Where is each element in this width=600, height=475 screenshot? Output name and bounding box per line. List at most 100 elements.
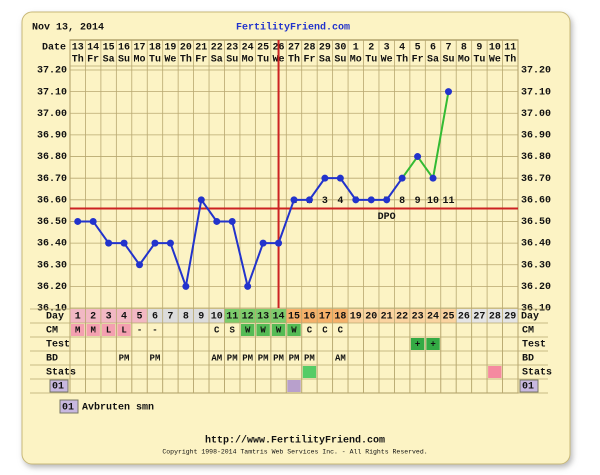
date-tick-label: 22 <box>211 43 223 54</box>
chart-date: Nov 13, 2014 <box>32 23 104 34</box>
temperature-point <box>429 174 437 182</box>
day-number: 16 <box>303 312 315 323</box>
date-label: Date <box>42 43 66 54</box>
date-tick-label: 29 <box>319 43 331 54</box>
cell-fill <box>71 324 85 336</box>
day-number: 13 <box>257 312 269 323</box>
day-number: 25 <box>442 312 454 323</box>
cell-text: - <box>137 325 142 335</box>
temperature-point <box>136 261 144 269</box>
cell-text: C <box>322 325 328 335</box>
weekday-label: Su <box>118 55 130 66</box>
cell-text: M <box>90 325 95 335</box>
date-tick-label: 11 <box>504 43 516 54</box>
legend-text: Avbruten smn <box>82 402 154 414</box>
cell-text: L <box>106 325 111 335</box>
dpo-title: DPO <box>378 212 396 223</box>
y2-tick-label: 36.20 <box>521 282 551 293</box>
date-tick-label: 14 <box>87 43 99 54</box>
weekday-label: Fr <box>303 55 315 66</box>
row-label-right: BD <box>522 354 534 365</box>
date-tick-label: 5 <box>415 43 421 54</box>
day-number: 24 <box>427 312 439 323</box>
day-number: 15 <box>288 312 300 323</box>
row-label-right: Day <box>521 312 539 323</box>
cell-fill <box>86 324 100 336</box>
temperature-point <box>290 196 298 204</box>
temperature-point <box>151 239 159 247</box>
day-number: 10 <box>211 312 223 323</box>
day-number: 23 <box>412 312 424 323</box>
day-number: 17 <box>319 312 331 323</box>
temperature-point <box>166 239 174 247</box>
weekday-label: Fr <box>195 55 207 66</box>
date-tick-label: 28 <box>303 43 315 54</box>
cell-text: W <box>291 325 297 335</box>
day-number: 8 <box>183 312 189 323</box>
cell-fill <box>101 324 116 336</box>
date-tick-label: 25 <box>257 43 269 54</box>
row-label: Day <box>46 312 64 323</box>
dpo-label: 3 <box>322 196 328 207</box>
temperature-point <box>321 174 329 182</box>
cell-text: C <box>307 325 313 335</box>
y-tick-label: 36.20 <box>37 282 67 293</box>
weekday-label: Tu <box>365 55 377 66</box>
dpo-label: 11 <box>442 196 454 207</box>
footer-copyright: Copyright 1998-2014 Tamtris Web Services… <box>162 449 427 456</box>
temperature-point <box>414 153 422 161</box>
dpo-label: 8 <box>399 196 405 207</box>
dpo-label: 10 <box>427 196 439 207</box>
cell-fill <box>488 366 502 378</box>
cell-text: PM <box>242 353 253 363</box>
weekday-label: Su <box>442 55 454 66</box>
temperature-point <box>74 217 82 225</box>
temperature-point <box>259 239 267 247</box>
code-box <box>49 379 69 393</box>
temperature-point <box>305 196 313 204</box>
y-tick-label: 36.80 <box>37 152 67 163</box>
weekday-label: Fr <box>412 55 424 66</box>
cell-text: M <box>75 325 80 335</box>
date-tick-label: 27 <box>288 43 300 54</box>
date-tick-label: 9 <box>476 43 482 54</box>
date-tick-label: 18 <box>149 43 161 54</box>
cell-text: + <box>415 339 420 349</box>
day-number: 5 <box>137 312 143 323</box>
cell-fill <box>240 324 255 336</box>
day-number: 20 <box>365 312 377 323</box>
cell-text: - <box>152 325 157 335</box>
temperature-point <box>89 217 97 225</box>
day-number: 21 <box>381 312 393 323</box>
y-tick-label: 36.50 <box>37 217 67 228</box>
weekday-label: Fr <box>87 55 99 66</box>
temperature-point <box>352 196 360 204</box>
y2-tick-label: 36.70 <box>521 174 551 185</box>
weekday-label: Su <box>334 55 346 66</box>
day-band <box>70 309 148 323</box>
cell-fill <box>410 338 425 350</box>
weekday-label: Su <box>226 55 238 66</box>
row-label-right: CM <box>522 326 534 337</box>
cell-text: PM <box>289 353 300 363</box>
day-band <box>348 309 457 323</box>
temperature-point <box>383 196 391 204</box>
temperature-point <box>182 282 190 290</box>
day-number: 27 <box>473 312 485 323</box>
y2-tick-label: 37.20 <box>521 66 551 77</box>
day-number: 29 <box>504 312 516 323</box>
y2-tick-label: 36.60 <box>521 195 551 206</box>
cell-text: PM <box>227 353 238 363</box>
date-tick-label: 17 <box>134 43 146 54</box>
temperature-point <box>197 196 205 204</box>
temperature-point <box>213 217 221 225</box>
temperature-point <box>105 239 113 247</box>
row-label: BD <box>46 354 58 365</box>
y-tick-label: 36.30 <box>37 260 67 271</box>
y2-tick-label: 37.10 <box>521 87 551 98</box>
row-label: Stats <box>46 368 76 379</box>
day-number: 14 <box>273 312 285 323</box>
date-tick-label: 8 <box>461 43 467 54</box>
day-number: 26 <box>458 312 470 323</box>
